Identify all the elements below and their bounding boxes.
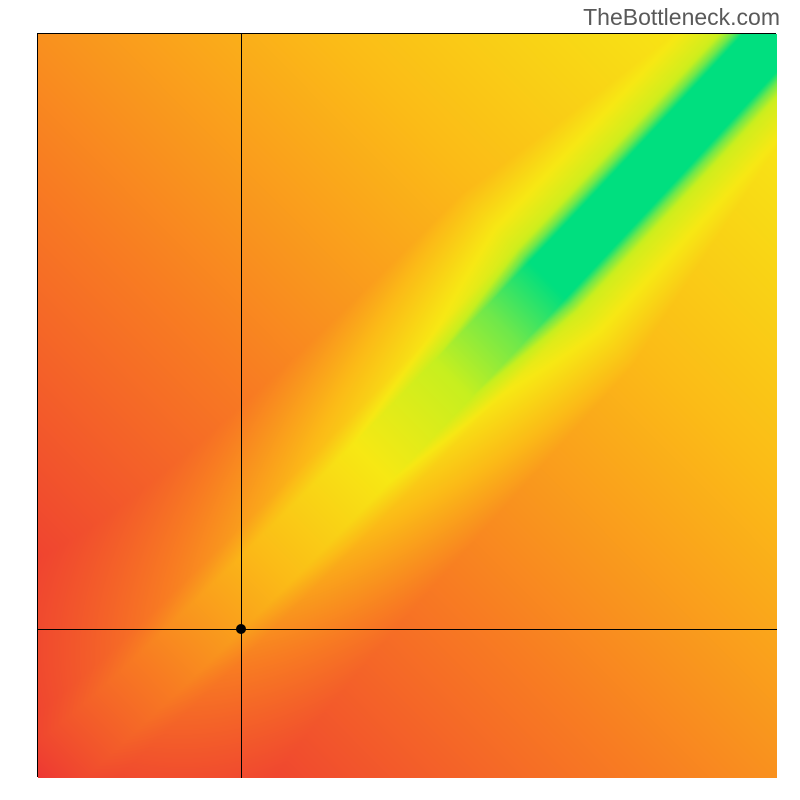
bottleneck-marker: [236, 624, 246, 634]
plot-area: [37, 33, 776, 777]
crosshair-vertical: [241, 34, 242, 778]
heatmap-canvas: [38, 34, 777, 778]
watermark-text: TheBottleneck.com: [583, 4, 780, 31]
crosshair-horizontal: [38, 629, 777, 630]
chart-container: TheBottleneck.com: [0, 0, 800, 800]
